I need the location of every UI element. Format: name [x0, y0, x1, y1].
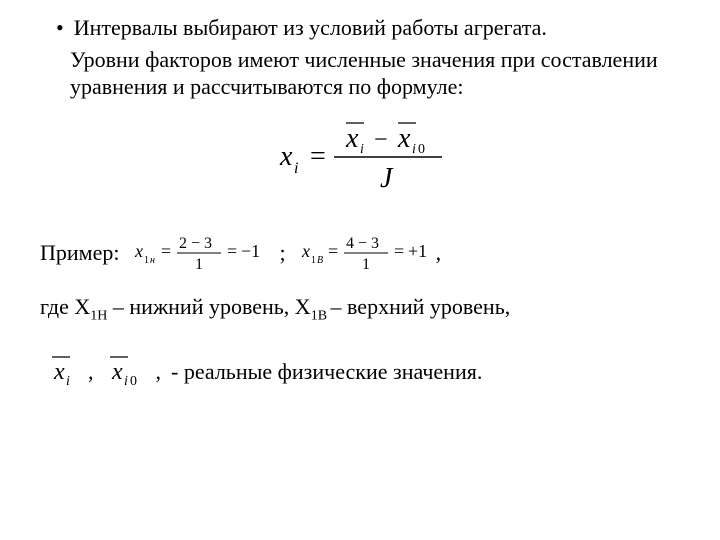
- ex1-sub2: н: [150, 255, 155, 266]
- xbar2-sub1: i: [124, 374, 128, 389]
- ex1-rhs: −1: [241, 241, 260, 261]
- ex2-top: 4 − 3: [346, 235, 379, 252]
- xbar2-x: x: [111, 359, 123, 385]
- ex1-x: x: [134, 241, 143, 261]
- ex1-eq2: =: [227, 241, 237, 261]
- last-text: - реальные физические значения.: [171, 358, 482, 386]
- num-x1: x: [345, 123, 359, 154]
- xbar-2: x i 0: [104, 349, 148, 396]
- num-x2: x: [397, 123, 411, 154]
- ex1-top: 2 − 3: [179, 235, 212, 252]
- last-line: x i , x i 0 , - реальные физические знач…: [40, 349, 680, 396]
- ex2-rhs: +1: [408, 241, 427, 261]
- example-semicolon: ;: [279, 239, 285, 267]
- last-comma1: ,: [88, 358, 94, 386]
- where-mid2: – верхний уровень,: [331, 294, 511, 319]
- where-mid1: – нижний уровень, X: [107, 294, 310, 319]
- num-s2: i: [412, 142, 416, 157]
- num-minus: −: [374, 127, 388, 153]
- eq-sign: =: [310, 141, 326, 172]
- where-sub1: 1Н: [90, 308, 107, 323]
- where-prefix: где X: [40, 294, 90, 319]
- example-trailing-comma: ,: [436, 239, 442, 267]
- example-label: Пример:: [40, 239, 119, 267]
- where-line: где X1Н – нижний уровень, X1В – верхний …: [40, 293, 680, 325]
- ex2-bot: 1: [362, 256, 370, 273]
- paragraph-intro: Уровни факторов имеют численные значения…: [70, 46, 680, 101]
- lhs-x: x: [279, 141, 293, 172]
- ex2-eq2: =: [394, 241, 404, 261]
- example-row: Пример: x 1 н = 2 − 3 1 = −1 ; x 1 B = 4…: [40, 231, 680, 275]
- ex1-bot: 1: [195, 256, 203, 273]
- ex2-eq: =: [328, 241, 338, 261]
- where-sub2: 1В: [311, 308, 331, 323]
- bullet-line: • Интервалы выбирают из условий работы а…: [56, 14, 680, 42]
- ex2-sub1: 1: [311, 255, 316, 266]
- formula-ex2: x 1 B = 4 − 3 1 = +1: [296, 231, 436, 275]
- denom-J: J: [380, 163, 394, 194]
- bullet-marker: •: [56, 14, 64, 42]
- last-comma2: ,: [156, 358, 162, 386]
- ex1-sub1: 1: [144, 255, 149, 266]
- xbar-1: x i: [46, 349, 80, 396]
- num-s3: 0: [418, 142, 425, 157]
- ex2-sub2: B: [317, 255, 323, 266]
- xbar1-sub: i: [66, 374, 70, 389]
- formula-ex1: x 1 н = 2 − 3 1 = −1: [129, 231, 269, 275]
- formula-main: x i = x i − x i 0 J: [40, 117, 680, 204]
- xbar2-sub2: 0: [130, 374, 137, 389]
- ex2-x: x: [301, 241, 310, 261]
- num-s1: i: [360, 142, 364, 157]
- xbar1-x: x: [53, 359, 65, 385]
- ex1-eq: =: [161, 241, 171, 261]
- lhs-sub: i: [294, 160, 298, 177]
- bullet-text: Интервалы выбирают из условий работы агр…: [74, 14, 547, 42]
